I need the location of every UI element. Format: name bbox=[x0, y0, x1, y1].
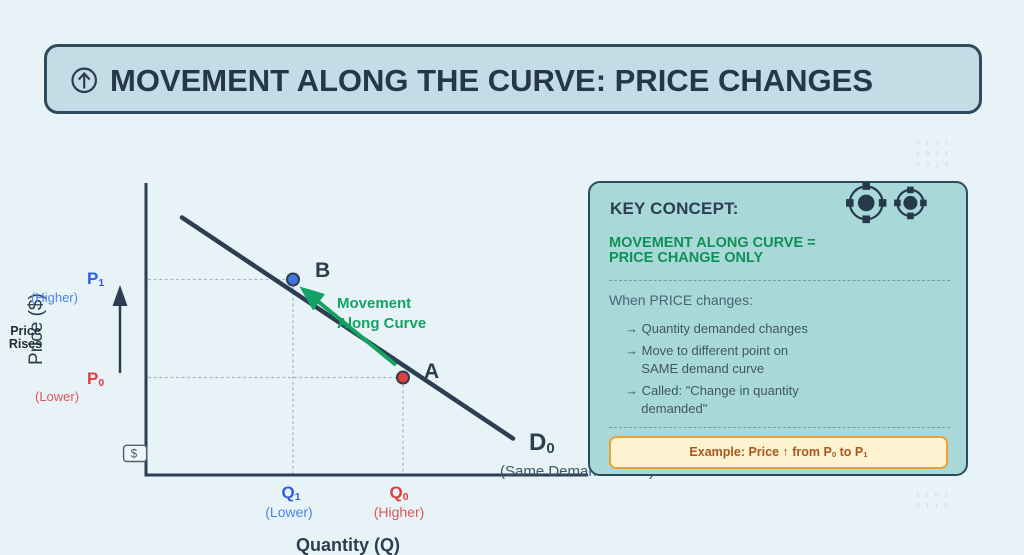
svg-text:$: $ bbox=[131, 448, 138, 460]
